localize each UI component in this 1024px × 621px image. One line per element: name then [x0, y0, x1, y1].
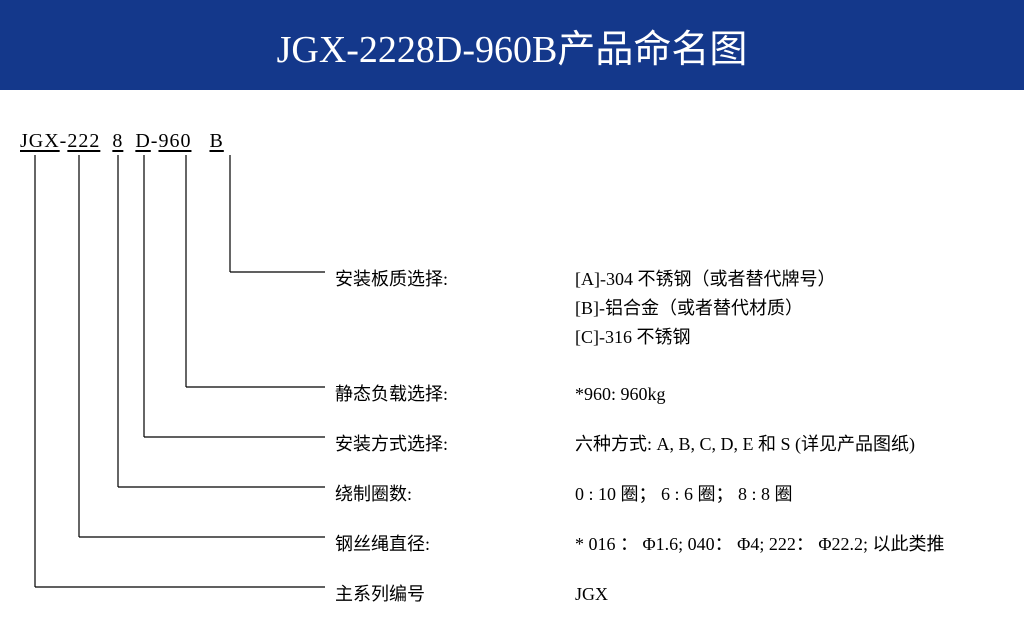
label-row: 静态负载选择:*960: 960kg [335, 380, 666, 409]
label-value-line: *960: 960kg [575, 380, 666, 409]
label-value: [A]-304 不锈钢（或者替代牌号）[B]-铝合金（或者替代材质）[C]-31… [575, 265, 835, 351]
label-value: JGX [575, 580, 608, 609]
label-name: 主系列编号 [335, 580, 575, 606]
label-value: 六种方式: A, B, C, D, E 和 S (详见产品图纸) [575, 430, 915, 459]
label-value-line: * 016 ： Φ1.6; 040： Φ4; 222： Φ22.2; 以此类推 [575, 530, 944, 559]
header-title: JGX-2228D-960B产品命名图 [277, 18, 748, 73]
label-value-line: [B]-铝合金（或者替代材质） [575, 294, 835, 323]
label-row: 安装方式选择:六种方式: A, B, C, D, E 和 S (详见产品图纸) [335, 430, 915, 459]
label-row: 安装板质选择:[A]-304 不锈钢（或者替代牌号）[B]-铝合金（或者替代材质… [335, 265, 835, 351]
label-value-line: 0 : 10 圈； 6 : 6 圈； 8 : 8 圈 [575, 480, 793, 509]
label-name: 静态负载选择: [335, 380, 575, 406]
label-value: 0 : 10 圈； 6 : 6 圈； 8 : 8 圈 [575, 480, 793, 509]
label-name: 安装方式选择: [335, 430, 575, 456]
label-value-line: 六种方式: A, B, C, D, E 和 S (详见产品图纸) [575, 430, 915, 459]
label-value: * 016 ： Φ1.6; 040： Φ4; 222： Φ22.2; 以此类推 [575, 530, 944, 559]
label-value-line: [A]-304 不锈钢（或者替代牌号） [575, 265, 835, 294]
label-row: 主系列编号JGX [335, 580, 608, 609]
label-value-line: [C]-316 不锈钢 [575, 323, 835, 352]
header-banner: JGX-2228D-960B产品命名图 [0, 0, 1024, 90]
label-row: 钢丝绳直径:* 016 ： Φ1.6; 040： Φ4; 222： Φ22.2;… [335, 530, 944, 559]
label-name: 钢丝绳直径: [335, 530, 575, 556]
label-name: 绕制圈数: [335, 480, 575, 506]
naming-diagram: JGX-222 8 D-960 B 安装板质选择:[A]-304 不锈钢（或者替… [0, 90, 1024, 621]
label-value: *960: 960kg [575, 380, 666, 409]
label-row: 绕制圈数:0 : 10 圈； 6 : 6 圈； 8 : 8 圈 [335, 480, 793, 509]
label-value-line: JGX [575, 580, 608, 609]
label-name: 安装板质选择: [335, 265, 575, 291]
